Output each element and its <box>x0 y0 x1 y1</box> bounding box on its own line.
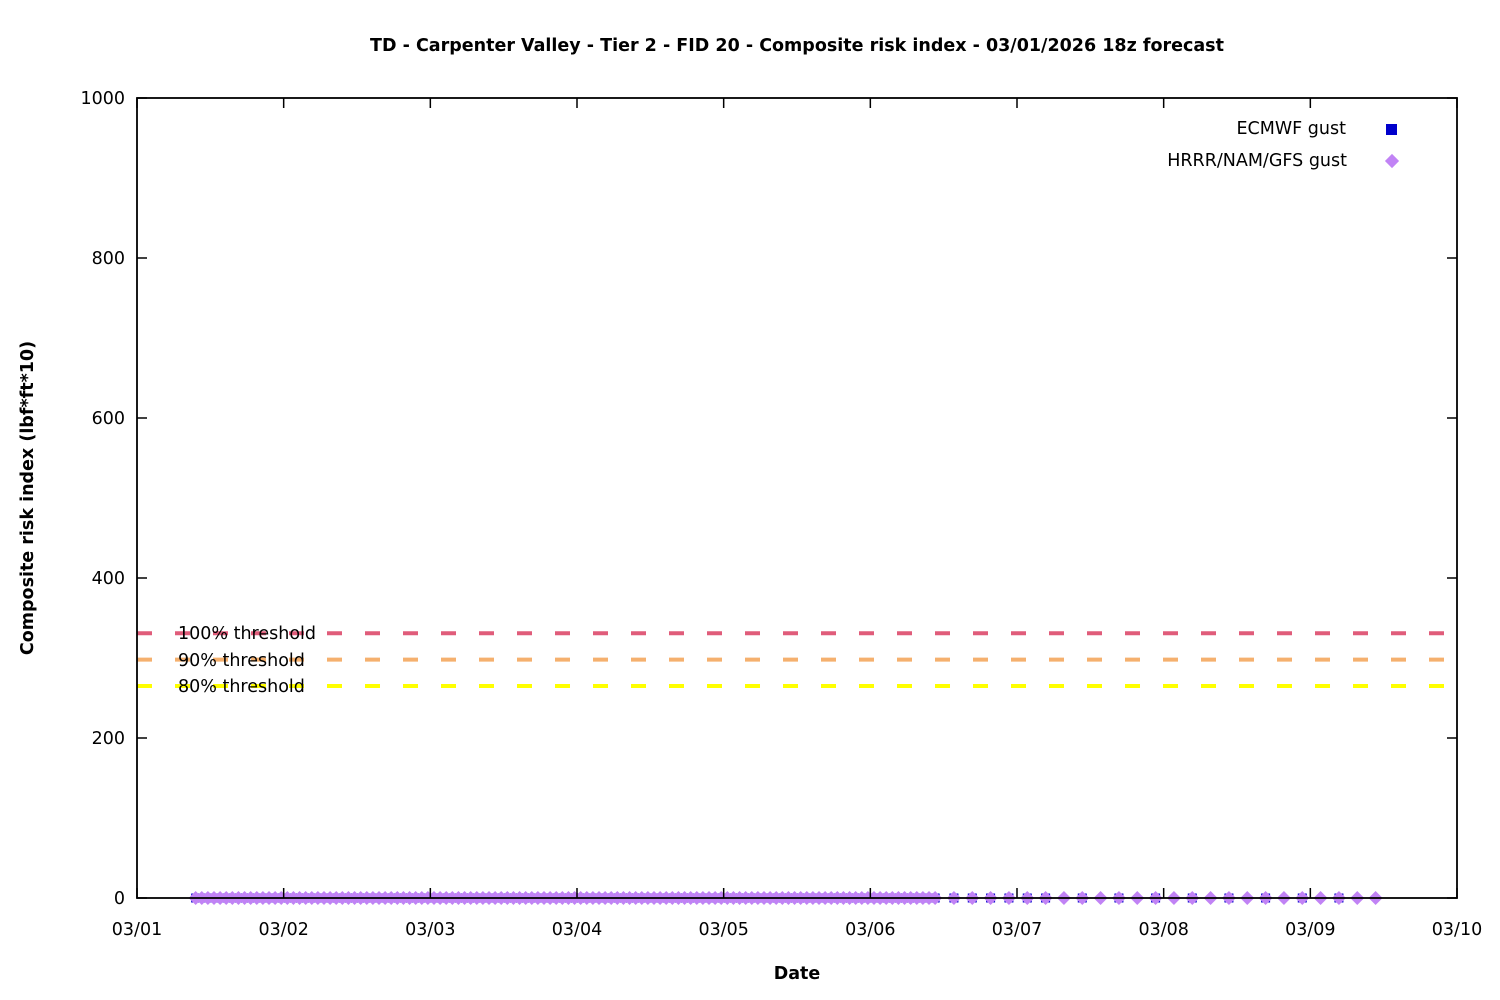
plot-frame <box>136 97 1458 899</box>
y-tick-label: 200 <box>92 729 125 749</box>
x-tick-label: 03/06 <box>845 920 895 940</box>
threshold-lines <box>137 631 1457 688</box>
x-axis-title: Date <box>773 964 821 984</box>
legend-entry-hrrr-nam-gfs: HRRR/NAM/GFS gust <box>1167 149 1400 173</box>
x-tick-label: 03/05 <box>698 920 748 940</box>
threshold-label-100: 100% threshold <box>178 624 317 644</box>
x-tick-label: 03/07 <box>992 920 1042 940</box>
x-tick-label: 03/08 <box>1138 920 1188 940</box>
chart-title: TD - Carpenter Valley - Tier 2 - FID 20 … <box>370 36 1224 56</box>
axis-ticks: 03/01 03/02 03/03 03/04 03/05 03/06 03/07 03/08… <box>80 89 1482 940</box>
x-tick-label: 03/10 <box>1432 920 1482 940</box>
square-marker-icon <box>1386 123 1397 135</box>
y-tick-label: 600 <box>92 409 125 429</box>
diamond-marker-icon <box>1384 153 1400 169</box>
y-tick-label: 0 <box>114 889 125 909</box>
x-tick-label: 03/02 <box>258 920 308 940</box>
y-tick-label: 800 <box>92 249 125 269</box>
x-tick-label: 03/03 <box>405 920 455 940</box>
threshold-label-80: 80% threshold <box>178 677 305 697</box>
legend-label-hrrr-nam-gfs: HRRR/NAM/GFS gust <box>1167 151 1347 171</box>
x-tick-label: 03/04 <box>552 920 602 940</box>
threshold-label-90: 90% threshold <box>178 651 305 671</box>
legend-entry-ecmwf: ECMWF gust <box>1236 117 1397 141</box>
x-tick-label: 03/01 <box>112 920 162 940</box>
y-tick-label: 400 <box>92 569 125 589</box>
y-tick-label: 1000 <box>80 89 125 109</box>
legend-label-ecmwf: ECMWF gust <box>1236 119 1347 139</box>
x-tick-label: 03/09 <box>1285 920 1335 940</box>
